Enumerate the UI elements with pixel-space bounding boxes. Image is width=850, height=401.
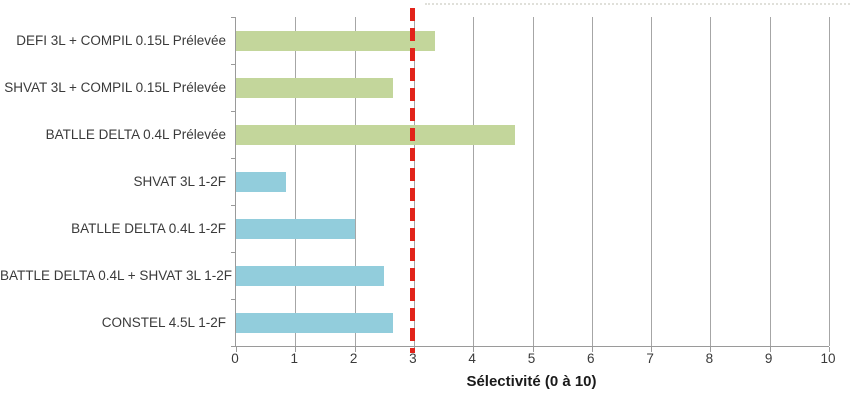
x-tick-label-4: 4 [468, 351, 476, 366]
x-axis-tick [532, 347, 534, 352]
bar-1 [236, 78, 394, 98]
y-axis-tick [231, 17, 236, 18]
y-axis-tick [231, 205, 236, 206]
category-label-4: BATLLE DELTA 0.4L 1-2F [71, 221, 226, 236]
gridline-x-1 [295, 17, 297, 346]
bar-4 [236, 219, 355, 239]
gridline-x-6 [591, 17, 593, 346]
gridline-x-10 [829, 17, 830, 346]
x-tick-label-6: 6 [587, 351, 595, 366]
y-axis-tick [231, 111, 236, 112]
plot-area [231, 17, 830, 352]
y-axis-tick [231, 346, 236, 347]
y-axis-tick [231, 299, 236, 300]
category-label-6: CONSTEL 4.5L 1-2F [101, 315, 226, 330]
bar-6 [236, 313, 394, 333]
x-axis-tick [295, 347, 297, 352]
x-axis-tick [710, 347, 712, 352]
gridline-x-4 [473, 17, 475, 346]
x-axis-title: Sélectivité (0 à 10) [466, 373, 597, 390]
x-axis-tick [769, 347, 771, 352]
x-tick-label-7: 7 [646, 351, 654, 366]
top-dotted-border [425, 3, 850, 5]
x-axis-tick [236, 347, 237, 352]
category-label-2: BATLLE DELTA 0.4L Prélevée [45, 127, 226, 142]
x-tick-label-2: 2 [349, 351, 358, 366]
bar-3 [236, 172, 287, 192]
gridline-x-2 [354, 17, 356, 346]
category-label-1: SHVAT 3L + COMPIL 0.15L Prélevée [4, 80, 226, 95]
x-tick-label-10: 10 [820, 351, 836, 366]
y-axis-tick [231, 64, 236, 65]
x-axis-tick [651, 347, 653, 352]
gridline-x-7 [651, 17, 653, 346]
x-tick-label-8: 8 [705, 351, 714, 366]
x-tick-label-0: 0 [231, 351, 239, 366]
gridline-x-5 [532, 17, 534, 346]
x-axis-tick [829, 347, 830, 352]
category-label-3: SHVAT 3L 1-2F [133, 174, 226, 189]
bar-5 [236, 266, 385, 286]
bar-0 [236, 31, 435, 51]
x-axis-tick [354, 347, 356, 352]
bar-2 [236, 125, 515, 145]
gridline-x-8 [710, 17, 712, 346]
reference-line [410, 8, 416, 353]
x-tick-label-9: 9 [764, 351, 773, 366]
x-tick-label-3: 3 [409, 351, 417, 366]
category-label-5: BATTLE DELTA 0.4L + SHVAT 3L 1-2F [0, 268, 232, 283]
x-axis-tick [473, 347, 475, 352]
category-label-0: DEFI 3L + COMPIL 0.15L Prélevée [16, 33, 226, 48]
y-axis-tick [231, 158, 236, 159]
x-tick-label-1: 1 [290, 351, 299, 366]
y-axis-tick [231, 252, 236, 253]
x-axis-tick [591, 347, 593, 352]
gridline-x-9 [769, 17, 771, 346]
x-tick-label-5: 5 [527, 351, 536, 366]
